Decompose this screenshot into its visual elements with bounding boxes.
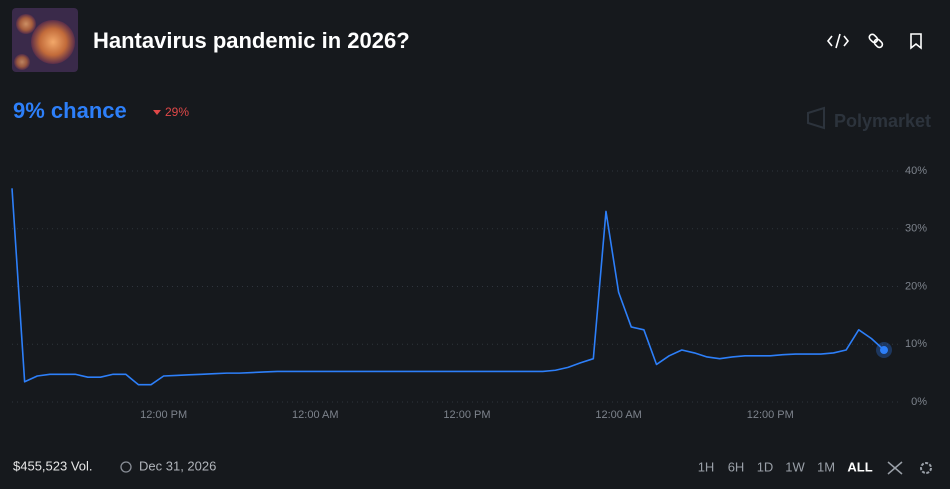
- watermark: Polymarket: [807, 106, 931, 131]
- y-tick-label: 10%: [905, 338, 927, 350]
- bookmark-icon[interactable]: [910, 33, 922, 50]
- x-tick-label: 12:00 PM: [747, 409, 794, 421]
- chance: 9% chance: [13, 98, 127, 123]
- y-tick-label: 20%: [905, 280, 927, 292]
- change: 29%: [165, 105, 189, 119]
- y-tick-label: 40%: [905, 165, 927, 177]
- x-tick-label: 12:00 PM: [443, 409, 490, 421]
- y-tick-label: 30%: [905, 223, 927, 235]
- volume: $455,523 Vol.: [13, 458, 93, 473]
- down-arrow: [153, 110, 161, 115]
- y-tick-label: 0%: [911, 396, 927, 408]
- range-button[interactable]: 1W: [785, 459, 805, 474]
- range-button[interactable]: 1M: [817, 459, 835, 474]
- x-tick-label: 12:00 AM: [292, 409, 338, 421]
- title: Hantavirus pandemic in 2026?: [93, 28, 410, 53]
- range-button[interactable]: 1H: [698, 459, 715, 474]
- x-tick-label: 12:00 PM: [140, 409, 187, 421]
- link-icon[interactable]: [868, 33, 884, 49]
- price-line: [11, 188, 885, 386]
- embed-icon[interactable]: [826, 33, 850, 49]
- range-button[interactable]: 1D: [757, 459, 774, 474]
- clock-icon: [120, 461, 132, 473]
- current-point: [880, 346, 888, 355]
- thumbnail: [12, 8, 78, 72]
- x-tick-label: 12:00 AM: [595, 409, 641, 421]
- shuffle-icon[interactable]: [887, 461, 903, 475]
- end-date: Dec 31, 2026: [139, 458, 216, 473]
- settings-icon[interactable]: [920, 462, 932, 474]
- range-button[interactable]: ALL: [847, 459, 872, 474]
- range-button[interactable]: 6H: [728, 459, 745, 474]
- svg-text:Polymarket: Polymarket: [834, 111, 931, 131]
